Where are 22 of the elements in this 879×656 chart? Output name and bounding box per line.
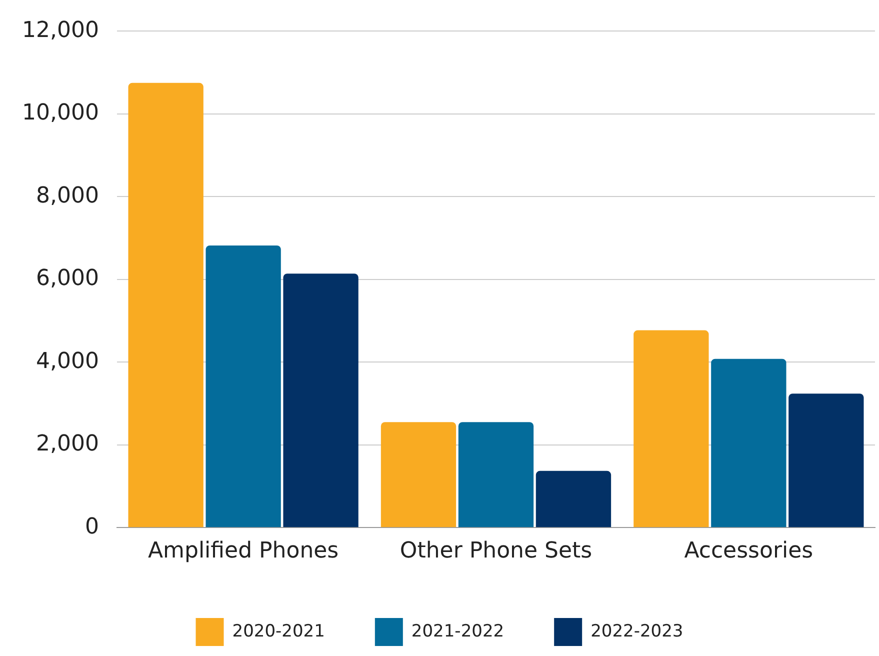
x-tick-label: Accessories	[684, 538, 814, 564]
y-tick-label: 0	[84, 514, 99, 540]
legend-label: 2020-2021	[232, 621, 325, 642]
y-tick-label: 10,000	[22, 100, 99, 126]
legend-label: 2022-2023	[590, 621, 684, 642]
bar	[458, 422, 534, 528]
x-tick-label: Other Phone Sets	[400, 538, 592, 564]
bar	[536, 470, 612, 528]
y-tick-label: 12,000	[22, 18, 99, 43]
bar	[634, 330, 709, 528]
y-tick-label: 2,000	[36, 432, 99, 457]
bar	[128, 82, 204, 528]
legend-label: 2021-2022	[411, 621, 504, 642]
y-tick-label: 8,000	[36, 183, 99, 208]
bar	[711, 358, 786, 528]
bar	[788, 394, 864, 528]
y-tick-label: 6,000	[36, 266, 99, 292]
y-tick-label: 4,000	[36, 348, 99, 374]
x-tick-label: Amplified Phones	[148, 538, 339, 564]
bar	[283, 274, 358, 528]
bar	[206, 245, 281, 528]
bar	[380, 422, 456, 528]
